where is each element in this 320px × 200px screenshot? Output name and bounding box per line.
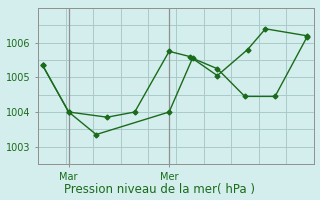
Text: Pression niveau de la mer( hPa ): Pression niveau de la mer( hPa ) [65, 183, 255, 196]
